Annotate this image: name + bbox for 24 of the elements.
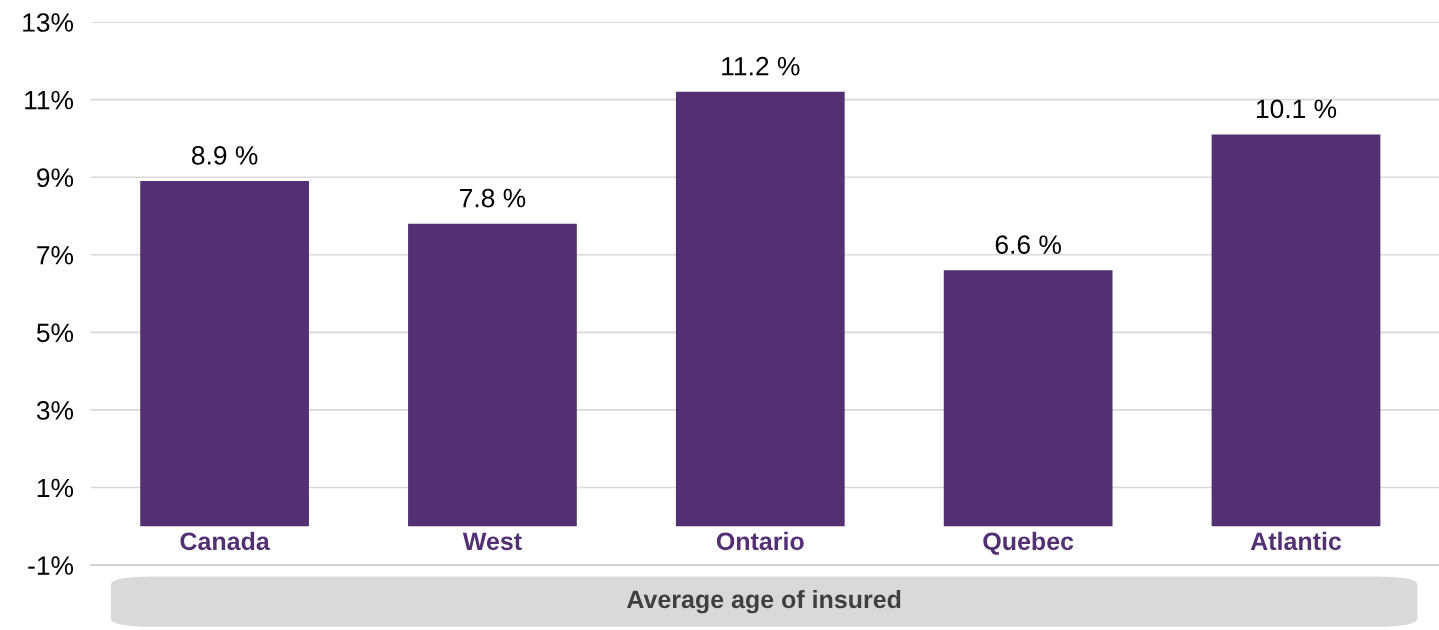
y-tick-label: 7% bbox=[37, 246, 74, 265]
y-tick-label: -1% bbox=[28, 556, 74, 575]
x-tick-label: Canada bbox=[180, 531, 270, 551]
y-tick-label: 5% bbox=[36, 323, 74, 343]
x-tick-label: West bbox=[462, 532, 522, 551]
data-label: 7.8 % bbox=[460, 188, 526, 208]
data-label: 11.2 % bbox=[722, 56, 800, 76]
y-tick-label: 13% bbox=[23, 13, 74, 32]
bar bbox=[943, 270, 1113, 527]
bar bbox=[140, 181, 309, 527]
data-label: 10.1 % bbox=[1256, 99, 1337, 119]
bar bbox=[1211, 134, 1381, 527]
y-tick-label: 9% bbox=[37, 168, 74, 188]
bar bbox=[408, 223, 577, 527]
x-tick-label: Ontario bbox=[716, 531, 804, 551]
y-tick-label: 3% bbox=[36, 401, 74, 420]
data-label: 8.9 % bbox=[191, 146, 258, 165]
y-tick-label: 11% bbox=[25, 90, 74, 110]
x-axis-title: Average age of insured bbox=[626, 589, 901, 614]
x-tick-label: Atlantic bbox=[1250, 531, 1342, 551]
x-tick-label: Quebec bbox=[983, 531, 1074, 555]
bar bbox=[675, 91, 845, 527]
y-tick-label: 1% bbox=[37, 478, 74, 498]
data-label: 6.6 % bbox=[995, 235, 1061, 254]
